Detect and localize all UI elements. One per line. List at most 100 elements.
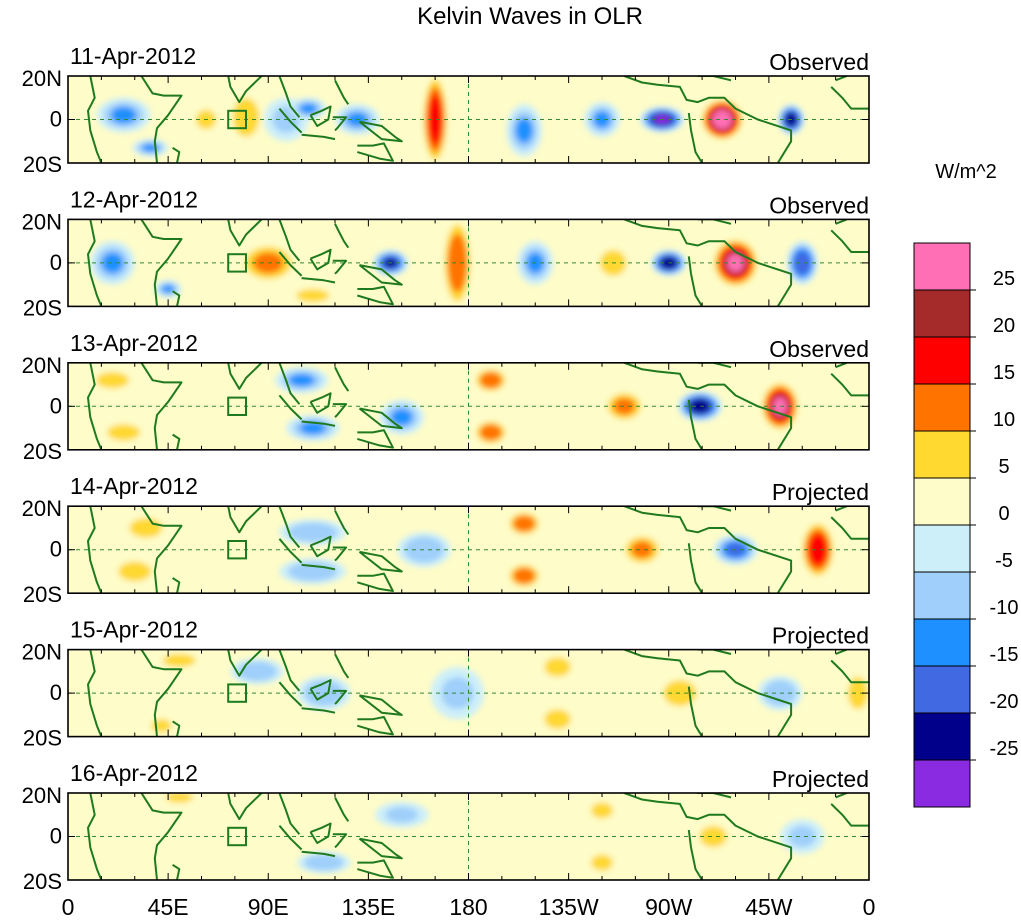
map-panel: 20N 0 20S 14-Apr-2012 Projected bbox=[22, 473, 870, 607]
anomaly-field bbox=[68, 506, 869, 594]
lat-tick-label: 20S bbox=[23, 295, 62, 320]
lat-tick-label: 20N bbox=[22, 496, 62, 521]
anomaly-contour bbox=[296, 526, 329, 539]
coastline bbox=[357, 716, 394, 736]
colorbar-swatch bbox=[913, 242, 971, 291]
lat-tick-label: 20S bbox=[23, 152, 62, 177]
panel-status: Observed bbox=[769, 49, 869, 75]
coastline bbox=[227, 649, 263, 677]
lat-tick-label: 20S bbox=[23, 869, 62, 894]
lat-tick-label: 20N bbox=[22, 66, 62, 91]
anomaly-contour bbox=[311, 857, 337, 868]
lat-tick-label: 0 bbox=[50, 107, 62, 132]
map-panel: 20N 0 20S 12-Apr-2012 Observed bbox=[22, 186, 870, 320]
anomaly-blobs bbox=[96, 76, 861, 163]
coastline bbox=[87, 362, 103, 450]
coastline bbox=[358, 264, 403, 286]
panel-status: Observed bbox=[769, 192, 869, 218]
coastline bbox=[334, 653, 350, 679]
coastline bbox=[172, 433, 181, 450]
coastline bbox=[309, 248, 332, 271]
coastline bbox=[358, 120, 403, 143]
anomaly-contour bbox=[124, 565, 146, 578]
coastline bbox=[87, 649, 103, 737]
lon-tick-label: 90W bbox=[645, 894, 693, 920]
index-region-box bbox=[227, 540, 247, 560]
coastline bbox=[140, 649, 183, 737]
anomaly-contour bbox=[796, 254, 809, 272]
coastline bbox=[227, 506, 263, 534]
colorbar-units: W/m^2 bbox=[935, 161, 997, 183]
coastline bbox=[687, 829, 703, 880]
anomaly-contour bbox=[391, 408, 413, 426]
coastline bbox=[687, 112, 703, 163]
anomaly-field bbox=[68, 76, 869, 163]
coastline bbox=[830, 372, 869, 397]
coastline bbox=[140, 362, 183, 450]
anomaly-contour bbox=[112, 427, 135, 438]
coastline bbox=[301, 563, 336, 571]
index-region-box bbox=[227, 826, 247, 847]
coastline bbox=[830, 516, 869, 540]
anomaly-contour bbox=[165, 793, 193, 803]
anomaly-contour bbox=[101, 252, 124, 274]
coastline bbox=[301, 133, 336, 141]
colorbar-swatch bbox=[913, 712, 971, 761]
coastline bbox=[623, 362, 793, 450]
anomaly-contour bbox=[591, 854, 613, 871]
anomaly-contour bbox=[548, 660, 567, 674]
coastline bbox=[278, 681, 303, 707]
anomaly-contour bbox=[441, 677, 474, 710]
coastline bbox=[332, 116, 348, 132]
coastline bbox=[358, 550, 403, 573]
coastline bbox=[278, 649, 301, 692]
panel-ticks bbox=[67, 75, 870, 164]
coastline bbox=[227, 219, 263, 247]
coastline bbox=[334, 79, 350, 105]
colorbar-tick-label: -15 bbox=[990, 644, 1019, 666]
coastline bbox=[278, 538, 303, 564]
coastline bbox=[301, 850, 336, 858]
anomaly-contour bbox=[714, 112, 730, 127]
anomaly-field bbox=[68, 362, 869, 450]
anomaly-contour bbox=[631, 541, 653, 559]
lat-tick-label: 20N bbox=[22, 353, 62, 378]
index-region-box bbox=[227, 253, 247, 273]
anomaly-contour bbox=[101, 374, 124, 386]
anomaly-contour bbox=[110, 106, 137, 124]
coastline bbox=[334, 366, 350, 392]
lat-tick-label: 0 bbox=[50, 393, 62, 418]
coastline bbox=[697, 793, 732, 799]
coastline bbox=[87, 793, 103, 880]
coastline bbox=[227, 76, 263, 104]
coastline bbox=[697, 649, 732, 655]
coastline bbox=[172, 863, 181, 880]
colorbar-swatch bbox=[913, 524, 971, 573]
coastline bbox=[309, 822, 332, 844]
coastline bbox=[301, 707, 336, 714]
lat-tick-label: 0 bbox=[50, 250, 62, 275]
anomaly-contour bbox=[450, 243, 464, 283]
coastline bbox=[278, 506, 301, 549]
coastline bbox=[278, 251, 303, 277]
coastline bbox=[172, 577, 181, 594]
anomaly-contour bbox=[311, 684, 337, 702]
lon-tick-label: 45E bbox=[148, 894, 189, 920]
coastline bbox=[623, 649, 793, 737]
coastline bbox=[687, 256, 703, 307]
lat-tick-label: 0 bbox=[50, 680, 62, 705]
colorbar-swatch bbox=[913, 289, 971, 338]
anomaly-contour bbox=[516, 570, 532, 582]
anomaly-contour bbox=[692, 400, 708, 412]
anomaly-contour bbox=[483, 426, 499, 438]
coastline bbox=[697, 76, 732, 82]
coastline bbox=[278, 107, 303, 134]
x-axis: 0 45E 90E 135E 180 135W 90W 45W 0 bbox=[62, 894, 876, 920]
anomaly-contour bbox=[168, 656, 190, 665]
coastline bbox=[334, 510, 350, 536]
anomaly-contour bbox=[515, 117, 533, 143]
coastline bbox=[140, 506, 183, 594]
coastline bbox=[227, 793, 263, 821]
anomaly-contour bbox=[851, 682, 865, 704]
